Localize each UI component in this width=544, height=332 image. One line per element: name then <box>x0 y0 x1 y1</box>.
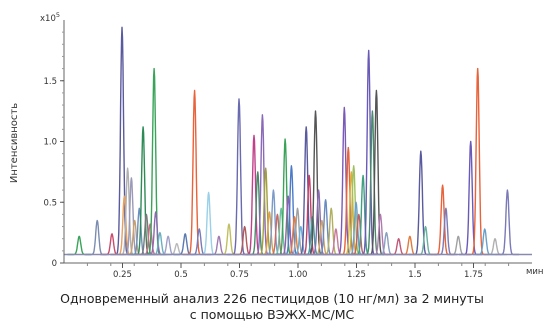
y-axis-label: Интенсивность <box>9 103 20 183</box>
chromatogram-svg: 0.25 0.5 0.75 1.00 1.25 1.5 1.75 0 0.5 1.0 1.5 x1… <box>9 11 544 280</box>
x-tick-label: 0.25 <box>113 270 132 280</box>
x-tick-label: 0.75 <box>230 270 249 280</box>
y-tick-label: 0 <box>52 259 57 269</box>
peak-trace-17 <box>164 242 189 256</box>
y-tick-label: 0.5 <box>43 198 57 208</box>
x-tick-label: 1.00 <box>289 270 308 280</box>
peak-trace-19 <box>182 89 207 256</box>
y-multiplier-label: x105 <box>40 11 60 24</box>
peak-trace-24 <box>227 98 252 256</box>
peak-trace-1 <box>67 235 92 256</box>
x-tick-label: 1.5 <box>408 270 422 280</box>
peak-trace-72 <box>495 189 520 256</box>
caption-line-1: Одновременный анализ 226 пестицидов (10 … <box>60 291 484 306</box>
x-axis-ticks: 0.25 0.5 0.75 1.00 1.25 1.5 1.75 <box>86 263 510 280</box>
figure-caption: Одновременный анализ 226 пестицидов (10 … <box>0 291 544 323</box>
y-axis-ticks: 0 0.5 1.0 1.5 <box>43 31 64 269</box>
peak-trace-63 <box>408 150 433 256</box>
chromatogram-chart: 0.25 0.5 0.75 1.00 1.25 1.5 1.75 0 0.5 1.0 1.5 x1… <box>9 11 544 280</box>
peak-trace-58 <box>364 89 389 256</box>
peaks-group <box>64 26 532 256</box>
x-tick-label: 0.5 <box>174 270 188 280</box>
y-tick-label: 1.5 <box>43 77 57 87</box>
x-axis-label: мин <box>526 267 544 277</box>
x-tick-label: 1.75 <box>464 270 483 280</box>
x-tick-label: 1.25 <box>347 270 366 280</box>
peak-trace-2 <box>85 219 110 256</box>
y-tick-label: 1.0 <box>43 138 57 148</box>
caption-line-2: с помощью ВЭЖХ-МС/МС <box>189 307 355 322</box>
